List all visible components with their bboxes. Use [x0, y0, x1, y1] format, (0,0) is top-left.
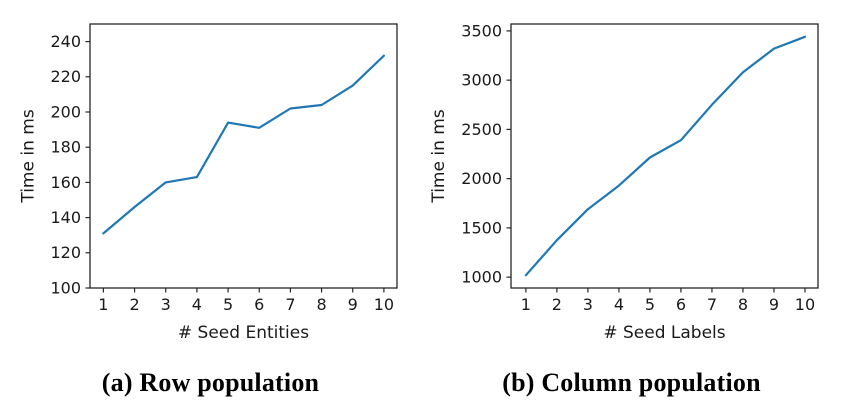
x-tick-label: 5: [645, 295, 655, 314]
x-tick-label: 3: [161, 295, 171, 314]
axis-frame: [89, 23, 398, 289]
x-tick-label: 6: [676, 295, 686, 314]
x-tick-label: 8: [738, 295, 748, 314]
y-tick-label: 220: [50, 67, 81, 86]
y-axis-label: Time in ms: [429, 109, 449, 203]
y-tick-label: 180: [50, 138, 81, 157]
x-tick-label: 10: [374, 295, 394, 314]
x-tick-label: 9: [769, 295, 779, 314]
row-population-chart: 1 2 3 4 5 6 7 8 9 10 100 120 140 160 180 200 220 240 # See…: [18, 23, 398, 343]
x-tick-label: 3: [583, 295, 593, 314]
y-tick-label: 2000: [461, 169, 502, 188]
y-tick-label: 2500: [461, 120, 502, 139]
y-tick-label: 1000: [461, 268, 502, 287]
x-tick-label: 4: [614, 295, 624, 314]
x-tick-label: 2: [129, 295, 139, 314]
x-tick-label: 4: [192, 295, 202, 314]
x-tick-label: 8: [316, 295, 326, 314]
column-population-chart: 1 2 3 4 5 6 7 8 9 10 1000 1500 2000 2500 3000 3500 # See…: [429, 21, 819, 343]
subfigure-a-caption: (a) Row population: [101, 368, 320, 397]
y-tick-label: 200: [50, 102, 81, 121]
x-tick-label: 2: [552, 295, 562, 314]
y-tick-label: 1500: [461, 218, 502, 237]
x-tick-label: 7: [707, 295, 717, 314]
y-tick-label: 160: [50, 173, 81, 192]
x-axis-label: # Seed Entities: [178, 323, 309, 343]
x-tick-label: 9: [348, 295, 358, 314]
y-tick-label: 120: [50, 243, 81, 262]
x-tick-label: 10: [795, 295, 815, 314]
x-tick-label: 6: [254, 295, 264, 314]
y-tick-label: 140: [50, 208, 81, 227]
x-tick-label: 5: [223, 295, 233, 314]
x-tick-label: 1: [521, 295, 531, 314]
data-line: [102, 54, 385, 235]
axis-frame: [510, 23, 819, 289]
x-tick-label: 1: [98, 295, 108, 314]
subfigure-a: 1 2 3 4 5 6 7 8 9 10 100 120 140 160 180 200 220 240 # See…: [18, 23, 398, 397]
x-tick-label: 7: [285, 295, 295, 314]
y-tick-label: 3000: [461, 71, 502, 90]
subfigure-b: 1 2 3 4 5 6 7 8 9 10 1000 1500 2000 2500 3000 3500 # See…: [421, 0, 842, 412]
data-line: [524, 35, 807, 277]
y-tick-label: 3500: [461, 21, 502, 40]
y-tick-label: 100: [50, 278, 81, 297]
y-axis-label: Time in ms: [18, 109, 38, 203]
x-axis-label: # Seed Labels: [603, 323, 725, 343]
subfigure-b-caption: (b) Column population: [502, 368, 761, 397]
y-tick-label: 240: [50, 32, 81, 51]
